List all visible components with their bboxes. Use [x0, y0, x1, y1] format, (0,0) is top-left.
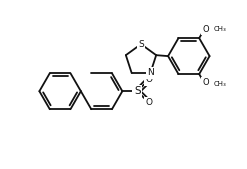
Text: S: S	[134, 86, 141, 96]
Text: N: N	[147, 68, 154, 77]
Text: O: O	[203, 25, 209, 34]
Text: CH₃: CH₃	[213, 81, 226, 87]
Text: CH₃: CH₃	[213, 26, 226, 32]
Text: O: O	[145, 98, 152, 107]
Text: S: S	[138, 40, 144, 49]
Text: O: O	[145, 75, 152, 84]
Text: O: O	[203, 78, 209, 87]
